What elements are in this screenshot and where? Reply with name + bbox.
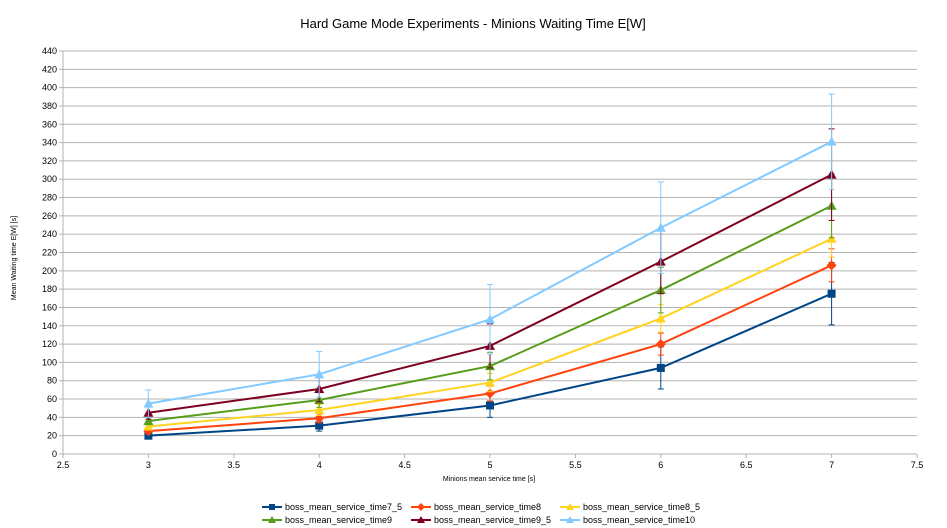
- data-point: [485, 314, 495, 324]
- data-point: [485, 388, 495, 399]
- legend: boss_mean_service_time7_5 boss_mean_servi…: [262, 502, 700, 525]
- grid-lines: [63, 50, 917, 455]
- y-tick-label: 20: [47, 431, 57, 441]
- legend-item: boss_mean_service_time7_5: [262, 502, 402, 512]
- x-tick-label: 5.5: [569, 460, 582, 470]
- data-point: [143, 421, 154, 431]
- y-tick-label: 260: [42, 211, 57, 221]
- y-tick-label: 0: [52, 449, 57, 459]
- y-tick-label: 440: [42, 46, 57, 56]
- data-point: [486, 401, 494, 410]
- y-tick-label: 220: [42, 248, 57, 258]
- series-group: [143, 93, 837, 440]
- x-tick-label: 3.5: [228, 460, 241, 470]
- data-point: [655, 313, 666, 323]
- x-axis-label: Minions mean service time [s]: [443, 476, 535, 483]
- x-tick-label: 3: [146, 460, 151, 470]
- data-point: [314, 369, 325, 379]
- y-tick-label: 300: [42, 174, 57, 184]
- x-tick-label: 2.5: [57, 460, 70, 470]
- data-point: [268, 516, 276, 523]
- x-tick-label: 5: [487, 460, 492, 470]
- legend-label: boss_mean_service_time9: [285, 515, 392, 525]
- data-point: [826, 260, 837, 271]
- data-point: [269, 504, 275, 510]
- y-tick-label: 140: [42, 321, 57, 331]
- data-point: [827, 289, 836, 298]
- x-tick-label: 6: [658, 460, 663, 470]
- legend-label: boss_mean_service_time8: [434, 502, 541, 512]
- x-tick-label: 7: [829, 460, 834, 470]
- data-point: [143, 398, 154, 408]
- x-axis-ticks: 2.5 3 3.5 4 4.5 5 5.5 6 6.5 7 7.5: [57, 454, 924, 470]
- y-tick-label: 320: [42, 156, 57, 166]
- legend-item: boss_mean_service_time8: [411, 502, 541, 512]
- y-axis-label: Mean Waiting time E[W] [s]: [11, 216, 18, 300]
- legend-label: boss_mean_service_time7_5: [285, 502, 402, 512]
- data-point: [566, 516, 574, 523]
- y-tick-label: 60: [47, 394, 57, 404]
- y-tick-label: 200: [42, 266, 57, 276]
- legend-label: boss_mean_service_time10: [583, 515, 695, 525]
- chart-title: Hard Game Mode Experiments - Minions Wai…: [300, 16, 646, 31]
- y-tick-label: 80: [47, 376, 57, 386]
- y-tick-label: 40: [47, 412, 57, 422]
- x-tick-label: 7.5: [911, 460, 924, 470]
- y-tick-label: 380: [42, 101, 57, 111]
- y-tick-label: 400: [42, 83, 57, 93]
- legend-label: boss_mean_service_time8_5: [583, 502, 700, 512]
- y-tick-label: 120: [42, 339, 57, 349]
- legend-item: boss_mean_service_time9: [262, 515, 392, 525]
- x-tick-label: 6.5: [740, 460, 753, 470]
- data-point: [655, 222, 666, 232]
- data-point: [315, 421, 324, 430]
- data-point: [485, 377, 495, 387]
- data-point: [143, 416, 154, 426]
- data-point: [417, 516, 425, 523]
- legend-label: boss_mean_service_time9_5: [434, 515, 551, 525]
- legend-item: boss_mean_service_time8_5: [560, 502, 700, 512]
- y-tick-label: 240: [42, 229, 57, 239]
- x-tick-label: 4.5: [398, 460, 411, 470]
- data-point: [566, 503, 574, 510]
- y-tick-label: 160: [42, 302, 57, 312]
- data-point: [417, 503, 425, 511]
- legend-item: boss_mean_service_time9_5: [411, 515, 551, 525]
- data-point: [655, 339, 666, 350]
- y-tick-label: 180: [42, 284, 57, 294]
- data-point: [656, 363, 665, 372]
- data-point: [314, 405, 325, 415]
- y-axis-ticks: 0 20 40 60 80 100 120 140 160 180 200 220 240 260 280 3…: [42, 46, 63, 459]
- y-tick-label: 360: [42, 119, 57, 129]
- x-tick-label: 4: [317, 460, 322, 470]
- y-tick-label: 280: [42, 193, 57, 203]
- legend-item: boss_mean_service_time10: [560, 515, 695, 525]
- y-tick-label: 100: [42, 357, 57, 367]
- y-tick-label: 340: [42, 138, 57, 148]
- data-point: [826, 136, 837, 146]
- y-tick-label: 420: [42, 64, 57, 74]
- series-boss_mean_service_time10: [143, 93, 837, 418]
